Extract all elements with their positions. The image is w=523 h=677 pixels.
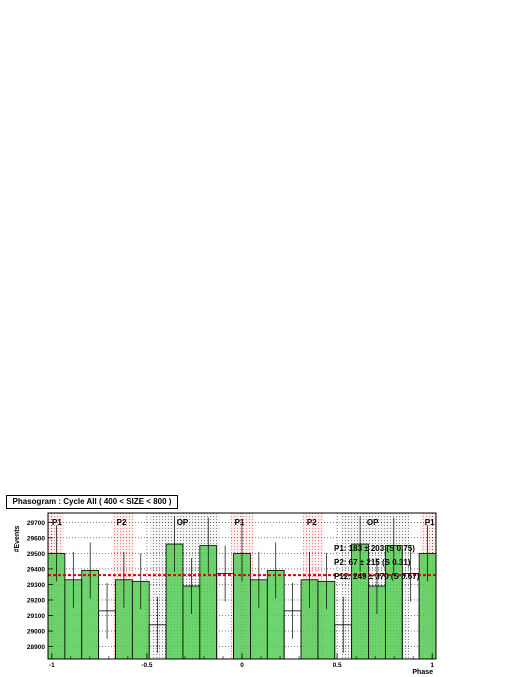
x-axis-label: Phase bbox=[412, 669, 433, 676]
x-tick-label: 0 bbox=[240, 662, 244, 669]
region-label: P1 bbox=[235, 518, 245, 527]
region-label: P1 bbox=[52, 518, 62, 527]
y-axis-label: #Events bbox=[14, 525, 21, 552]
region-label: OP bbox=[177, 518, 189, 527]
x-tick-label: 0.5 bbox=[333, 662, 342, 669]
y-tick-label: 28900 bbox=[27, 644, 45, 651]
region-label: P2 bbox=[117, 518, 127, 527]
annotations: P1: 183 ± 203 (S 0.75) P2: 67 ± 215 (S 0.… bbox=[334, 544, 420, 581]
x-tick-label: 1 bbox=[430, 662, 434, 669]
error-bars bbox=[56, 516, 428, 653]
chart-title: Phasogram : Cycle All ( 400 < SIZE < 800… bbox=[6, 495, 178, 509]
annotation-line: P12: 249 ± 370 (S 0.67) bbox=[334, 572, 420, 581]
annotation-line: P2: 67 ± 215 (S 0.31) bbox=[334, 558, 411, 567]
region-label: P1 bbox=[425, 518, 435, 527]
x-tick-label: -1 bbox=[49, 662, 55, 669]
region-labels: P1 P2 OP P1 P2 OP P1 bbox=[52, 518, 435, 527]
region-label: P2 bbox=[307, 518, 317, 527]
y-tick-label: 29300 bbox=[27, 582, 45, 589]
x-tick-label: -0.5 bbox=[141, 662, 153, 669]
y-tick-label: 29200 bbox=[27, 597, 45, 604]
y-tick-label: 29100 bbox=[27, 613, 45, 620]
y-tick-label: 29400 bbox=[27, 566, 45, 573]
annotation-line: P1: 183 ± 203 (S 0.75) bbox=[334, 544, 415, 553]
y-tick-label: 29500 bbox=[27, 551, 45, 558]
y-tick-label: 29700 bbox=[27, 520, 45, 527]
y-tick-label: 29000 bbox=[27, 629, 45, 636]
y-tick-label: 29600 bbox=[27, 535, 45, 542]
axis-ticks: 28900 29000 29100 29200 29300 29400 29500 29600… bbox=[27, 520, 434, 669]
region-label: OP bbox=[367, 518, 379, 527]
